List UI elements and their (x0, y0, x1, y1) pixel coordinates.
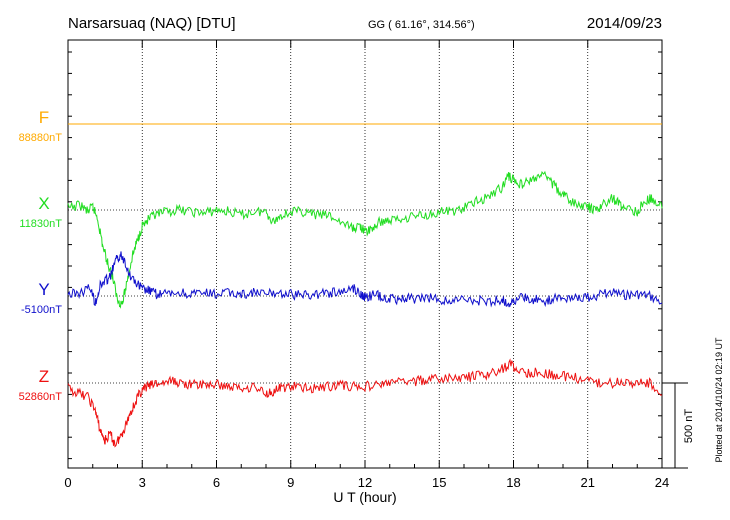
baseline-value-z: 52860nT (19, 391, 63, 403)
component-labels: F 88880nT X 11830nT Y -5100nT Z 52860nT (19, 108, 63, 403)
x-tick-label-6: 6 (213, 475, 220, 490)
component-name-f: F (39, 108, 49, 127)
scale-bar-label: 500 nT (683, 409, 695, 444)
x-tick-label-3: 3 (139, 475, 146, 490)
grid-lines (141, 40, 589, 468)
plotted-at-note: Plotted at 2014/10/24 02:19 UT (714, 337, 724, 463)
x-tick-label-18: 18 (506, 475, 520, 490)
x-tick-label-0: 0 (64, 475, 71, 490)
component-name-x: X (38, 194, 49, 213)
scale-bar: 500 nT (662, 382, 695, 469)
coordinates-label: GG ( 61.16°, 314.56°) (368, 19, 475, 31)
x-tick-label-9: 9 (287, 475, 294, 490)
x-tick-labels: 0 3 6 9 12 15 18 21 24 (64, 475, 669, 490)
x-tick-label-15: 15 (432, 475, 446, 490)
component-name-z: Z (39, 367, 49, 386)
trace-z (67, 358, 663, 448)
component-name-y: Y (38, 280, 49, 299)
trace-x (67, 170, 663, 309)
axis-ticks (67, 40, 663, 468)
baseline-value-f: 88880nT (19, 132, 63, 144)
station-title: Narsarsuaq (NAQ) [DTU] (68, 15, 236, 32)
date-label: 2014/09/23 (587, 15, 662, 32)
x-axis-label: U T (hour) (333, 489, 396, 505)
baseline-value-x: 11830nT (19, 218, 62, 230)
component-traces (67, 123, 663, 448)
baseline-value-y: -5100nT (21, 304, 62, 316)
trace-y (67, 251, 663, 308)
x-tick-label-12: 12 (358, 475, 372, 490)
x-tick-label-24: 24 (655, 475, 669, 490)
x-tick-label-21: 21 (581, 475, 595, 490)
